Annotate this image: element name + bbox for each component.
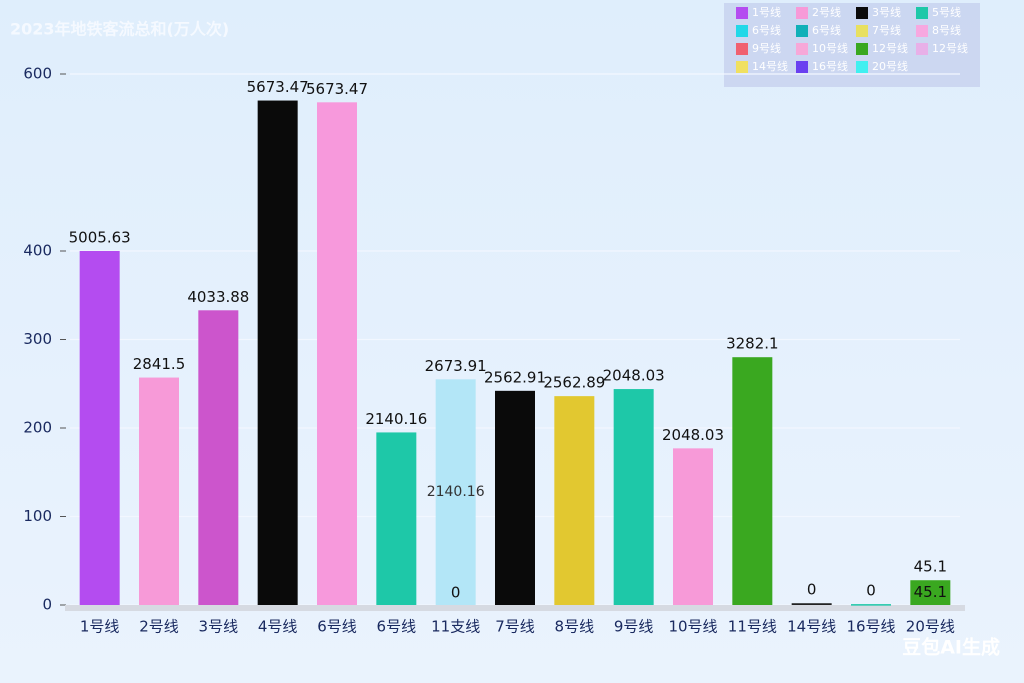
legend-swatch	[736, 61, 748, 73]
y-tick-label: 0	[42, 596, 52, 614]
legend-label: 14号线	[752, 59, 788, 73]
x-tick-label: 6号线	[377, 618, 417, 636]
legend-label: 12号线	[872, 41, 908, 55]
legend-label: 6号线	[752, 23, 781, 37]
x-tick-label: 8号线	[555, 618, 595, 636]
data-label: 2140.16	[427, 484, 485, 500]
legend-label: 16号线	[812, 59, 848, 73]
bar	[257, 100, 298, 606]
legend-label: 1号线	[752, 5, 781, 19]
x-tick-label: 2号线	[139, 618, 179, 636]
legend-label: 20号线	[872, 59, 908, 73]
bar	[673, 448, 713, 605]
data-label: 45.1	[914, 583, 947, 601]
data-label: 2562.89	[543, 374, 605, 392]
y-tick-label: 100	[23, 507, 52, 525]
legend-label: 7号线	[872, 23, 901, 37]
x-tick-label: 4号线	[258, 618, 298, 636]
legend-swatch	[856, 61, 868, 73]
legend-swatch	[796, 43, 808, 55]
bar	[613, 389, 654, 605]
legend-box	[724, 3, 980, 87]
data-label: 5673.47	[247, 78, 309, 96]
bar	[376, 432, 417, 605]
bar	[791, 603, 832, 605]
data-label: 45.1	[914, 558, 947, 576]
legend-label: 6号线	[812, 23, 841, 37]
x-tick-label: 11支线	[431, 618, 480, 636]
x-tick-label: 6号线	[317, 618, 357, 636]
data-label: 2048.03	[603, 367, 665, 385]
legend-label: 10号线	[812, 41, 848, 55]
data-label: 5005.63	[69, 229, 131, 247]
data-label: 2841.5	[133, 355, 186, 373]
x-tick-label: 11号线	[728, 618, 777, 636]
bar	[435, 379, 476, 605]
y-tick-label: 600	[23, 65, 52, 83]
data-label: 2140.16	[365, 410, 427, 428]
data-label: 4033.88	[187, 288, 249, 306]
data-label: 5673.47	[306, 80, 368, 98]
y-tick-label: 400	[23, 242, 52, 260]
bar	[139, 377, 179, 605]
legend-swatch	[916, 7, 928, 19]
x-tick-label: 14号线	[787, 618, 836, 636]
legend-label: 5号线	[932, 5, 961, 19]
x-tick-label: 16号线	[846, 618, 895, 636]
legend-label: 8号线	[932, 23, 961, 37]
data-label: 0	[866, 582, 876, 600]
bar	[910, 580, 951, 605]
x-tick-label: 20号线	[906, 618, 955, 636]
data-label: 2673.91	[425, 357, 487, 375]
bar	[198, 310, 239, 605]
legend-swatch	[916, 43, 928, 55]
legend-label: 2号线	[812, 5, 841, 19]
x-tick-label: 7号线	[495, 618, 535, 636]
legend-swatch	[736, 25, 748, 37]
y-tick-label: 200	[23, 419, 52, 437]
watermark: 豆包AI生成	[902, 636, 1000, 659]
legend-swatch	[856, 7, 868, 19]
data-label: 3282.1	[726, 335, 779, 353]
data-label: 0	[451, 584, 461, 602]
legend-swatch	[736, 7, 748, 19]
bar	[851, 604, 891, 606]
x-tick-label: 1号线	[80, 618, 120, 636]
bar	[495, 390, 535, 605]
legend-swatch	[796, 7, 808, 19]
x-tick-label: 3号线	[199, 618, 239, 636]
data-label: 0	[807, 581, 817, 599]
data-label: 2048.03	[662, 426, 724, 444]
bar	[554, 396, 595, 605]
data-label: 2562.91	[484, 368, 546, 386]
bar	[732, 357, 773, 605]
legend-swatch	[796, 25, 808, 37]
chart-title: 2023年地铁客流总和(万人次)	[10, 20, 229, 39]
bar	[317, 102, 357, 605]
legend-label: 3号线	[872, 5, 901, 19]
legend-label: 12号线	[932, 41, 968, 55]
x-axis	[65, 605, 965, 611]
legend-swatch	[916, 25, 928, 37]
legend-label: 9号线	[752, 41, 781, 55]
x-tick-label: 9号线	[614, 618, 654, 636]
bar	[79, 251, 120, 605]
legend-swatch	[736, 43, 748, 55]
x-tick-label: 10号线	[668, 618, 717, 636]
legend-swatch	[796, 61, 808, 73]
legend-swatch	[856, 43, 868, 55]
legend-swatch	[856, 25, 868, 37]
y-tick-label: 300	[23, 330, 52, 348]
